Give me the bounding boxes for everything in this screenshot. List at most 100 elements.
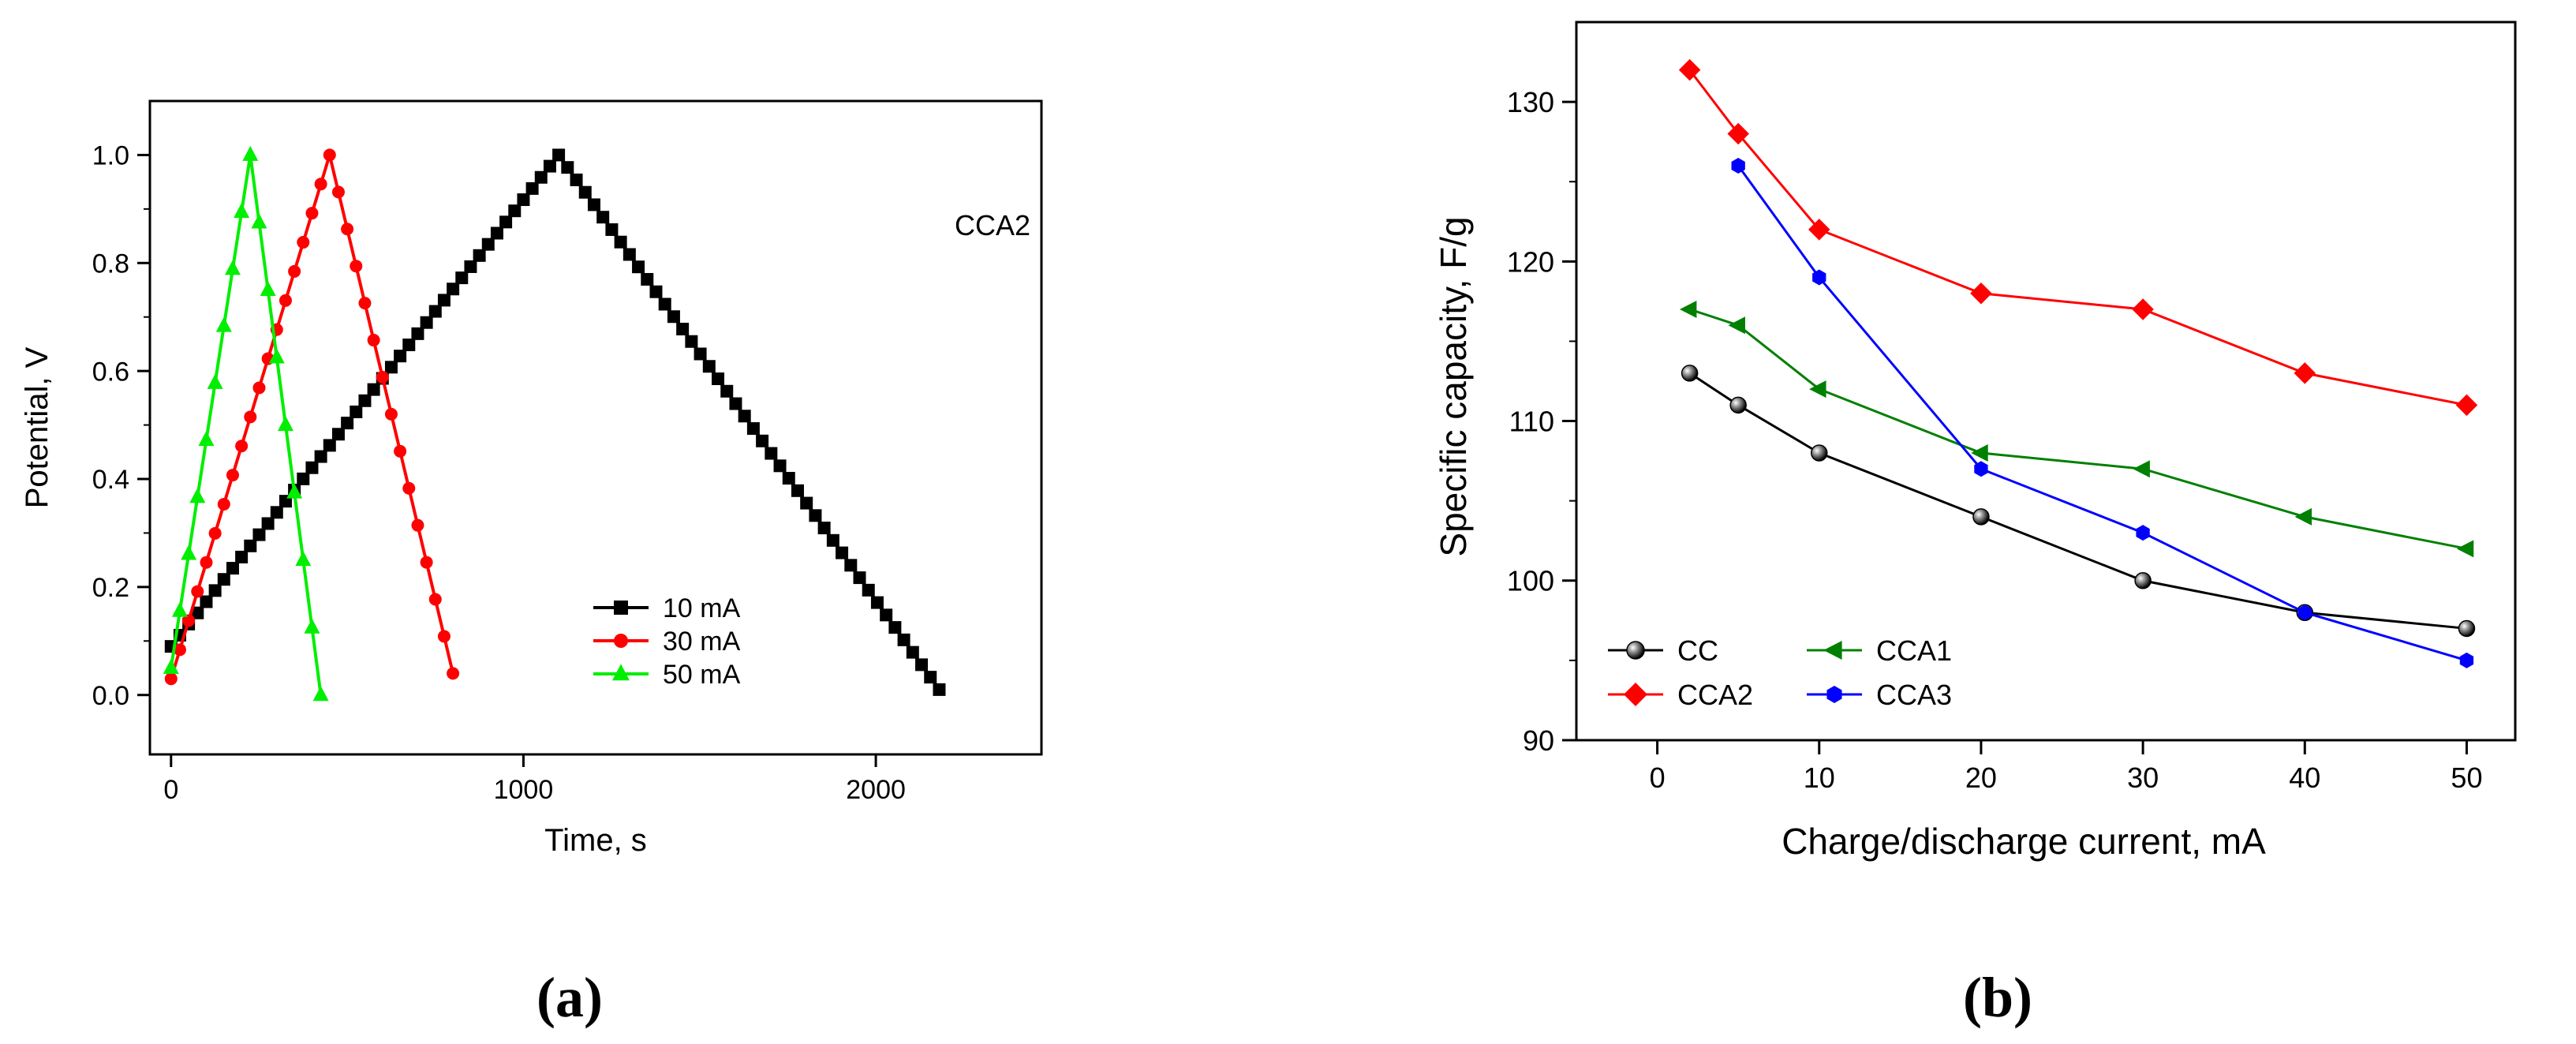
data-point (305, 461, 319, 474)
data-point (198, 431, 215, 447)
panel-a-annotation: CCA2 (955, 209, 1030, 241)
panel-b-legend: CC CCA1 CCA2 CCA3 (1608, 634, 1952, 711)
panel-b-x-tick-label: 40 (2289, 761, 2320, 794)
panel-a-series (163, 145, 946, 702)
data-point (314, 178, 327, 191)
data-point (862, 583, 875, 597)
panel-b-y-tick-label: 100 (1507, 565, 1554, 597)
data-point (1811, 444, 1828, 462)
data-point (817, 522, 831, 535)
data-point (906, 645, 919, 659)
data-point (191, 585, 204, 598)
panel-a-y-axis-label: Potential, V (20, 346, 54, 508)
data-point (649, 285, 663, 298)
data-point (163, 659, 179, 675)
data-point (402, 339, 416, 352)
panel-b-y-axis-label: Specific capacity, F/g (1433, 216, 1474, 556)
panel-a-plot-frame (148, 99, 1043, 756)
panel-a-x-tick-label: 0 (163, 775, 178, 805)
data-point (224, 260, 241, 275)
data-point (215, 316, 232, 332)
data-point (394, 444, 407, 458)
data-point (897, 633, 910, 646)
data-point (836, 546, 849, 559)
series-line (169, 148, 455, 679)
data-point (552, 148, 566, 162)
data-point (2294, 362, 2316, 384)
data-point (305, 207, 319, 220)
data-point (244, 539, 257, 552)
data-point (331, 185, 345, 199)
panel-a-ticks: 0 1000 2000 0.0 0.2 0.4 0.6 0.8 1.0 (92, 141, 906, 805)
data-point (304, 618, 320, 634)
data-point (268, 348, 285, 364)
data-point (341, 417, 354, 430)
data-point (809, 509, 822, 522)
data-point (261, 517, 275, 530)
data-point (1970, 283, 1992, 305)
legend-marker (1624, 683, 1647, 706)
legend-marker (614, 601, 628, 615)
data-point (924, 671, 937, 684)
data-point (508, 204, 522, 218)
data-point (286, 483, 303, 499)
data-point (420, 556, 433, 569)
data-point (473, 249, 486, 262)
panel-b-tag: (b) (1963, 966, 2032, 1029)
series-CC (1681, 365, 2476, 638)
panel-b-x-tick-label: 20 (1965, 761, 1997, 794)
data-point (367, 383, 380, 396)
legend-marker (1826, 686, 1842, 703)
data-point (667, 310, 680, 324)
data-point (826, 533, 839, 547)
legend-label: 10 mA (663, 593, 741, 623)
data-point (712, 372, 725, 386)
data-point (738, 410, 751, 423)
data-point (279, 294, 292, 307)
data-point (314, 450, 327, 463)
panel-b-y-tick-label: 110 (1509, 406, 1554, 438)
data-point (207, 373, 223, 389)
data-point (251, 213, 267, 229)
data-point (297, 472, 310, 485)
data-point (226, 469, 239, 482)
data-point (676, 322, 690, 335)
data-point (720, 384, 734, 398)
data-point (252, 528, 266, 541)
data-point (543, 159, 556, 173)
data-point (428, 305, 442, 318)
data-point (437, 630, 451, 643)
data-point (270, 506, 283, 519)
panel-a-x-tick-label: 2000 (846, 775, 906, 805)
data-point (447, 667, 460, 680)
data-point (729, 397, 742, 410)
legend-marker (612, 664, 630, 681)
panel-a-x-tick-label: 1000 (494, 775, 554, 805)
data-point (312, 686, 329, 702)
data-point (561, 161, 574, 174)
data-point (499, 215, 513, 229)
panel-a-y-tick-label: 0.4 (92, 465, 129, 495)
data-point (578, 185, 592, 199)
data-point (2455, 394, 2478, 417)
series-CCA1 (1679, 301, 2474, 558)
panel-a-y-tick-label: 0.2 (92, 573, 129, 603)
panel-a-tag: (a) (537, 966, 603, 1029)
data-point (411, 518, 424, 532)
panel-b-x-tick-label: 10 (1804, 761, 1835, 794)
data-point (2132, 298, 2154, 320)
data-point (331, 428, 345, 441)
data-point (2133, 460, 2150, 478)
data-point (2294, 507, 2312, 526)
data-point (181, 544, 197, 560)
panel-b-y-tick-label: 120 (1507, 245, 1554, 278)
panel-b-chart: 0 10 20 30 40 50 90 100 110 120 130 CC CCA1 CCA2 CCA3… (1433, 21, 2517, 1029)
data-point (490, 226, 503, 240)
data-point (455, 271, 469, 285)
data-point (235, 550, 249, 563)
data-point (200, 556, 213, 569)
data-point (447, 283, 460, 296)
data-point (1728, 316, 1745, 335)
data-point (323, 439, 336, 452)
